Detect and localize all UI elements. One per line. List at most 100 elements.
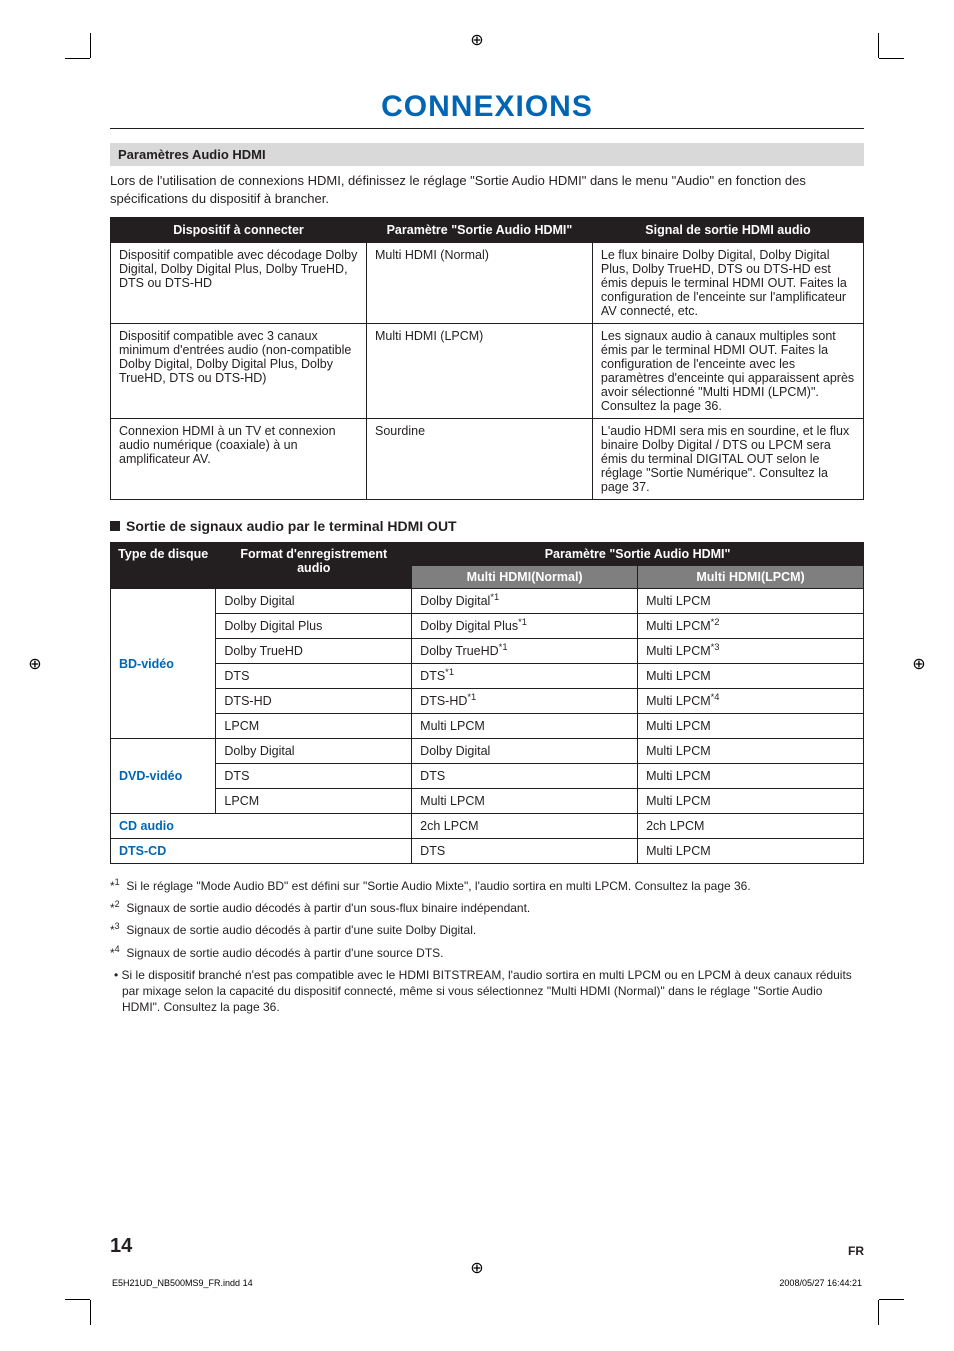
table-row: Dolby TrueHDDolby TrueHD*1Multi LPCM*3 [111, 639, 864, 664]
table-cell: Dolby Digital [216, 739, 412, 764]
table-cell: DTS [412, 839, 638, 864]
footnote-text: Signaux de sortie audio décodés à partir… [126, 923, 476, 937]
table-cell: Multi LPCM*4 [638, 689, 864, 714]
footnote-text: Si le dispositif branché n'est pas compa… [122, 968, 852, 1014]
table-row: DTS-CDDTSMulti LPCM [111, 839, 864, 864]
table-cell: Dolby Digital Plus*1 [412, 614, 638, 639]
square-bullet-icon [110, 521, 120, 531]
table-row: DTS-HDDTS-HD*1Multi LPCM*4 [111, 689, 864, 714]
section-heading: Paramètres Audio HDMI [110, 143, 864, 166]
footnote-text: Signaux de sortie audio décodés à partir… [126, 946, 443, 960]
table-cell: DTS [216, 764, 412, 789]
table-cell: Multi LPCM [638, 839, 864, 864]
table-row: LPCMMulti LPCMMulti LPCM [111, 714, 864, 739]
crop-mark [878, 33, 879, 58]
table-cell: Multi LPCM [638, 789, 864, 814]
table-row: Dispositif compatible avec décodage Dolb… [111, 243, 864, 324]
table-header: Paramètre "Sortie Audio HDMI" [367, 218, 593, 243]
table-cell: Dolby Digital*1 [412, 589, 638, 614]
table-cell: Multi LPCM [638, 764, 864, 789]
print-file: E5H21UD_NB500MS9_FR.indd 14 [112, 1278, 253, 1288]
table-cell: LPCM [216, 714, 412, 739]
table-cell: Multi LPCM [638, 664, 864, 689]
table-cell: Multi LPCM*3 [638, 639, 864, 664]
crop-mark [90, 1300, 91, 1325]
disc-type-cell: DTS-CD [111, 839, 412, 864]
table-cell: 2ch LPCM [412, 814, 638, 839]
footnote: *4 Signaux de sortie audio décodés à par… [110, 945, 864, 961]
table-cell: Multi LPCM [412, 789, 638, 814]
table-cell: DTS [216, 664, 412, 689]
footnote-text: Signaux de sortie audio décodés à partir… [126, 901, 530, 915]
table-cell: Multi LPCM*2 [638, 614, 864, 639]
table-header: Signal de sortie HDMI audio [592, 218, 863, 243]
footnote: *1 Si le réglage "Mode Audio BD" est déf… [110, 878, 864, 894]
footnote: *3 Signaux de sortie audio décodés à par… [110, 922, 864, 938]
hdmi-settings-table: Dispositif à connecter Paramètre "Sortie… [110, 217, 864, 500]
table-header: Dispositif à connecter [111, 218, 367, 243]
table-cell: 2ch LPCM [638, 814, 864, 839]
table-cell: Les signaux audio à canaux multiples son… [592, 324, 863, 419]
footnote: *2 Signaux de sortie audio décodés à par… [110, 900, 864, 916]
registration-mark-icon: ⊕ [467, 1258, 487, 1278]
page: ⊕ ⊕ ⊕ ⊕ CONNEXIONS Paramètres Audio HDMI… [0, 0, 954, 1328]
crop-mark [65, 1299, 90, 1300]
audio-output-table: Type de disque Format d'enregistrement a… [110, 542, 864, 864]
page-title: CONNEXIONS [110, 90, 864, 124]
table-row: BD-vidéoDolby DigitalDolby Digital*1Mult… [111, 589, 864, 614]
table-cell: DTS*1 [412, 664, 638, 689]
table-row: Dispositif compatible avec 3 canaux mini… [111, 324, 864, 419]
table-cell: Multi LPCM [412, 714, 638, 739]
table-cell: Multi HDMI (LPCM) [367, 324, 593, 419]
sub-heading-text: Sortie de signaux audio par le terminal … [126, 518, 457, 534]
sub-heading: Sortie de signaux audio par le terminal … [110, 518, 864, 534]
registration-mark-icon: ⊕ [467, 30, 487, 50]
table-cell: Dolby TrueHD [216, 639, 412, 664]
table-cell: Dispositif compatible avec 3 canaux mini… [111, 324, 367, 419]
table-row: Connexion HDMI à un TV et connexion audi… [111, 419, 864, 500]
table-row: DVD-vidéoDolby DigitalDolby DigitalMulti… [111, 739, 864, 764]
table-cell: Multi LPCM [638, 589, 864, 614]
crop-mark [65, 58, 90, 59]
table-cell: Dolby TrueHD*1 [412, 639, 638, 664]
disc-type-cell: BD-vidéo [111, 589, 216, 739]
table-row: DTSDTSMulti LPCM [111, 764, 864, 789]
table-cell: LPCM [216, 789, 412, 814]
table-cell: Multi HDMI (Normal) [367, 243, 593, 324]
title-rule [110, 128, 864, 129]
table-cell: DTS-HD [216, 689, 412, 714]
disc-type-cell: DVD-vidéo [111, 739, 216, 814]
table-cell: DTS [412, 764, 638, 789]
table-row: LPCMMulti LPCMMulti LPCM [111, 789, 864, 814]
table-header: Type de disque [111, 543, 216, 589]
table-cell: Dolby Digital [216, 589, 412, 614]
table-cell: Dispositif compatible avec décodage Dolb… [111, 243, 367, 324]
table-header: Paramètre "Sortie Audio HDMI" [412, 543, 864, 566]
table-cell: Le flux binaire Dolby Digital, Dolby Dig… [592, 243, 863, 324]
table-cell: Dolby Digital Plus [216, 614, 412, 639]
table-subheader: Multi HDMI(LPCM) [638, 566, 864, 589]
intro-paragraph: Lors de l'utilisation de connexions HDMI… [110, 172, 864, 207]
language-code: FR [848, 1244, 864, 1258]
table-subheader: Multi HDMI(Normal) [412, 566, 638, 589]
table-row: DTSDTS*1Multi LPCM [111, 664, 864, 689]
print-metadata: E5H21UD_NB500MS9_FR.indd 14 2008/05/27 1… [110, 1278, 864, 1298]
table-cell: Multi LPCM [638, 739, 864, 764]
table-row: CD audio2ch LPCM2ch LPCM [111, 814, 864, 839]
table-row: Dolby Digital PlusDolby Digital Plus*1Mu… [111, 614, 864, 639]
footnote-text: Si le réglage "Mode Audio BD" est défini… [126, 879, 750, 893]
registration-mark-icon: ⊕ [25, 654, 45, 674]
crop-mark [879, 58, 904, 59]
footnote-bullet: • Si le dispositif branché n'est pas com… [110, 967, 864, 1016]
disc-type-cell: CD audio [111, 814, 412, 839]
table-cell: DTS-HD*1 [412, 689, 638, 714]
table-cell: Dolby Digital [412, 739, 638, 764]
registration-mark-icon: ⊕ [909, 654, 929, 674]
print-timestamp: 2008/05/27 16:44:21 [779, 1278, 862, 1288]
page-footer: 14 FR [110, 1235, 864, 1258]
table-cell: Sourdine [367, 419, 593, 500]
table-cell: Multi LPCM [638, 714, 864, 739]
crop-mark [879, 1299, 904, 1300]
crop-mark [878, 1300, 879, 1325]
table-cell: Connexion HDMI à un TV et connexion audi… [111, 419, 367, 500]
